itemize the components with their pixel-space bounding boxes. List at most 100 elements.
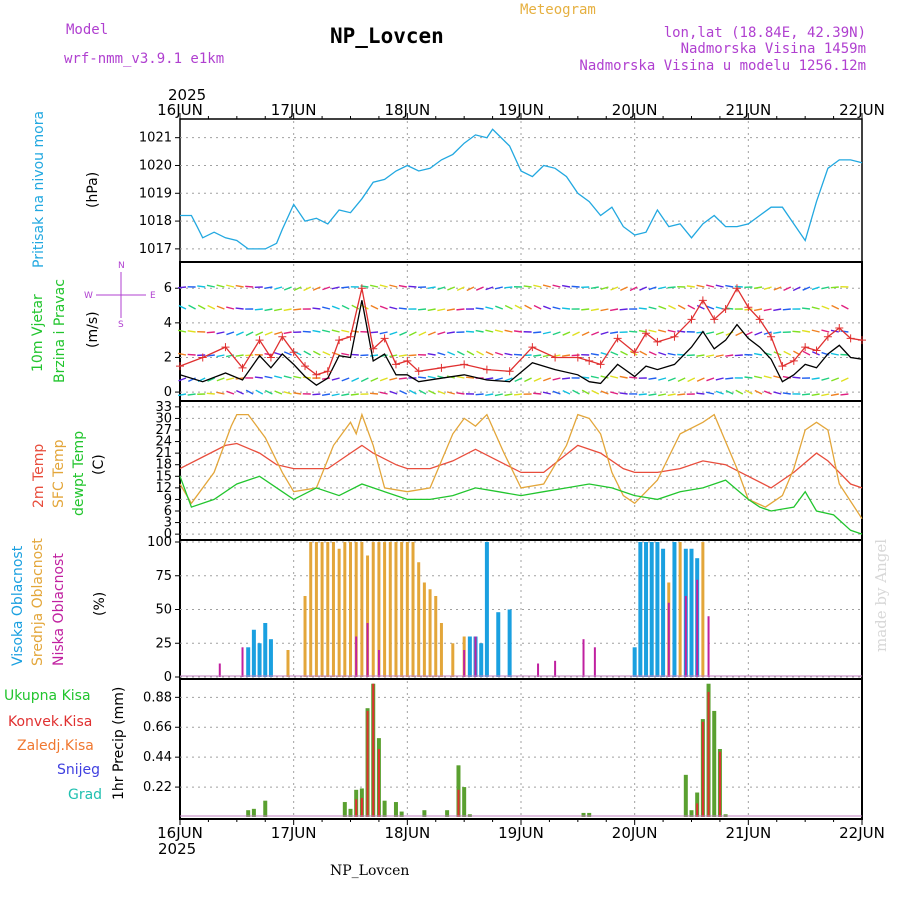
wind-arrow-icon	[783, 350, 792, 356]
wind-arrow-icon	[744, 331, 753, 337]
wind-gust-marker	[710, 315, 719, 324]
y-tick-label: 0	[164, 385, 172, 400]
precip-konvek-bar	[701, 721, 704, 817]
wind-arrow-icon	[226, 377, 235, 381]
date-label-top: 21JUN	[725, 101, 771, 119]
wind-arrow-icon	[590, 375, 599, 379]
wind-gust-marker	[221, 343, 230, 352]
cloud-srednja-bar	[286, 650, 290, 677]
wind-arrow-icon	[744, 376, 753, 379]
wind-arrow-icon	[187, 353, 196, 356]
y-tick-label: 0.66	[143, 720, 172, 735]
wind-arrow-icon	[322, 306, 331, 310]
wind-arrow-icon	[456, 350, 465, 356]
wind-gust-marker	[346, 332, 355, 341]
wind-arrow-icon	[331, 305, 340, 310]
credit-label: made by Angel	[872, 539, 890, 652]
wind-arrow-icon	[341, 329, 350, 333]
wind-arrow-icon	[638, 393, 647, 396]
precip-ukupna-bar	[251, 808, 256, 817]
cloud-niska-bar	[474, 636, 477, 677]
y-tick-label: 33	[155, 400, 172, 415]
wind-arrow-icon	[763, 390, 772, 395]
wind-arrow-icon	[524, 304, 532, 310]
date-label-bottom: 20JUN	[612, 824, 658, 842]
wind-arrow-icon	[840, 377, 849, 382]
wind-arrow-icon	[504, 286, 513, 289]
wind-arrow-icon	[658, 329, 667, 333]
precip-konvek-bar	[377, 749, 380, 817]
wind-arrow-icon	[600, 331, 609, 335]
wind-arrow-icon	[303, 350, 312, 356]
wind-arrow-icon	[456, 308, 465, 311]
cloud-niska-bar	[463, 650, 466, 677]
cloud-visoka-bar	[672, 542, 677, 677]
wind-arrow-icon	[389, 306, 398, 310]
date-label-top: 20JUN	[612, 101, 658, 119]
precip-ukupna-bar	[683, 774, 688, 817]
wind-arrow-icon	[418, 389, 427, 395]
cloud-srednja-bar	[337, 548, 341, 677]
cloud-visoka-bar	[496, 612, 501, 677]
wind-arrow-icon	[821, 329, 830, 333]
wind-arrow-icon	[523, 285, 532, 288]
wind-arrow-icon	[763, 375, 772, 379]
wind-arrow-icon	[494, 393, 503, 397]
wind-arrow-icon	[350, 353, 359, 356]
wind-arrow-icon	[706, 331, 715, 335]
wind-arrow-icon	[754, 389, 763, 395]
date-label-bottom: 16JUN	[157, 824, 203, 842]
wind-arrow-icon	[312, 350, 321, 356]
wind-gust-marker	[801, 343, 810, 352]
wind-arrow-icon	[178, 393, 187, 397]
date-label-top: 22JUN	[839, 101, 885, 119]
wind-arrow-icon	[456, 286, 465, 292]
wind-gust-marker	[744, 303, 753, 312]
wind-arrow-icon	[206, 354, 215, 357]
wind-arrow-icon	[533, 331, 542, 334]
wind-arrow-icon	[638, 329, 647, 333]
wind-arrow-icon	[408, 285, 417, 288]
wind-arrow-icon	[792, 330, 801, 333]
wind-arrow-icon	[408, 331, 417, 337]
wind-arrow-icon	[466, 350, 475, 356]
wind-gust-marker	[835, 324, 844, 333]
year-top: 2025	[168, 86, 206, 104]
precip-ukupna-bar	[393, 802, 398, 817]
wind-arrow-icon	[216, 391, 225, 395]
cloud-visoka-bar	[263, 623, 268, 677]
precip-ukupna-bar	[422, 810, 427, 817]
wind-arrow-icon	[197, 285, 206, 288]
mid-cloud-label: Srednja Oblacnost	[30, 538, 46, 666]
wind-arrow-icon	[264, 375, 273, 379]
wind-arrow-icon	[399, 331, 408, 336]
wind-arrow-icon	[331, 329, 340, 333]
wind-arrow-icon	[562, 389, 571, 395]
wind-arrow-icon	[658, 351, 667, 356]
wind-arrow-icon	[369, 354, 379, 357]
wind-arrow-icon	[178, 329, 187, 333]
compass-cross-icon	[96, 272, 146, 318]
wind-arrow-icon	[187, 393, 196, 396]
wind-gust-marker	[670, 332, 679, 341]
wind-arrow-icon	[572, 389, 580, 395]
wind-arrow-icon	[485, 306, 494, 310]
cloud-srednja-bar	[405, 542, 409, 677]
wind-arrow-icon	[475, 286, 484, 291]
y-tick-label: 2	[164, 350, 172, 365]
y-tick-label: 12	[155, 481, 172, 496]
wind-arrow-icon	[629, 330, 638, 333]
wind-arrow-icon	[369, 392, 379, 395]
y-tick-label: 6	[164, 504, 172, 519]
wind-arrow-icon	[446, 391, 455, 395]
y-tick-label: 0.88	[143, 690, 172, 705]
date-label-bottom: 19JUN	[498, 824, 544, 842]
wind-arrow-icon	[264, 308, 273, 312]
wind-arrow-icon	[254, 376, 263, 379]
precip-legend-graupel: Grad	[68, 787, 102, 803]
wind-arrow-icon	[236, 390, 244, 395]
wind-arrow-icon	[207, 304, 216, 310]
footer-station: NP_Lovcen	[330, 863, 409, 879]
wind-arrow-icon	[494, 377, 503, 381]
wind-arrow-icon	[331, 351, 340, 356]
